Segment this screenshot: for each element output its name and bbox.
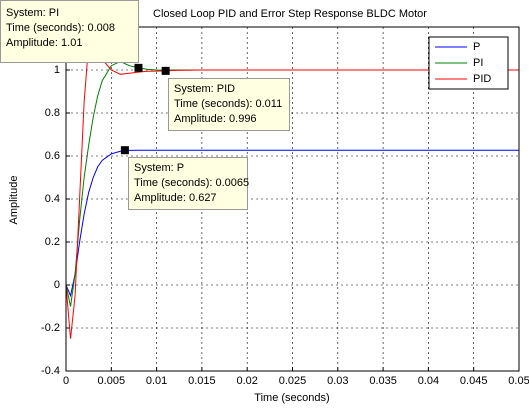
x-tick-label: 0.005 xyxy=(98,375,126,387)
y-tick-label: 0.2 xyxy=(45,236,60,248)
legend-label: P xyxy=(473,41,480,53)
y-tick-label: -0.2 xyxy=(41,322,60,334)
datatip-box xyxy=(0,0,139,63)
x-tick-label: 0.025 xyxy=(279,375,307,387)
x-axis-label: Time (seconds) xyxy=(254,392,329,404)
datatip-text: System: PI xyxy=(6,7,59,19)
datatip-text: System: PID xyxy=(174,83,235,95)
y-tick-label: -0.4 xyxy=(41,365,60,377)
x-tick-label: 0.03 xyxy=(327,375,348,387)
y-tick-label: 0.8 xyxy=(45,107,60,119)
datatip-text: Time (seconds): 0.0065 xyxy=(134,177,249,189)
datatip-box xyxy=(128,157,248,210)
datatip-box xyxy=(168,78,290,131)
axes-box xyxy=(65,26,520,372)
x-tick-label: 0.035 xyxy=(369,375,397,387)
x-tick-label: 0.02 xyxy=(236,375,257,387)
datatip-text: Amplitude: 0.996 xyxy=(174,113,257,125)
y-tick-label: 0.6 xyxy=(45,150,60,162)
line-series xyxy=(66,27,519,339)
y-tick-label: 0.4 xyxy=(45,193,60,205)
legend-box xyxy=(428,36,509,90)
x-tick-label: 0.015 xyxy=(188,375,216,387)
x-tick-label: 0.01 xyxy=(146,375,167,387)
datatip-text: System: P xyxy=(134,162,184,174)
x-tick-label: 0.045 xyxy=(460,375,488,387)
datatip-text: Amplitude: 0.627 xyxy=(134,192,217,204)
datatip-text: Time (seconds): 0.008 xyxy=(6,22,115,34)
datatip-marker xyxy=(161,66,170,75)
y-tick-label: 1 xyxy=(54,64,60,76)
x-tick-label: 0 xyxy=(63,375,69,387)
legend-label: PI xyxy=(473,57,483,69)
line-series xyxy=(66,149,519,298)
datatip-marker xyxy=(134,63,143,72)
datatip-text: Time (seconds): 0.011 xyxy=(174,98,282,110)
datatip-marker xyxy=(120,146,129,155)
y-axis-label: Amplitude xyxy=(8,176,20,225)
x-tick-label: 0.05 xyxy=(508,375,529,387)
legend-label: PID xyxy=(473,73,491,85)
datatip-text: Amplitude: 1.01 xyxy=(6,37,82,49)
y-tick-label: 0 xyxy=(54,279,60,291)
chart-title: Closed Loop PID and Error Step Response … xyxy=(153,8,427,20)
x-tick-label: 0.04 xyxy=(418,375,439,387)
